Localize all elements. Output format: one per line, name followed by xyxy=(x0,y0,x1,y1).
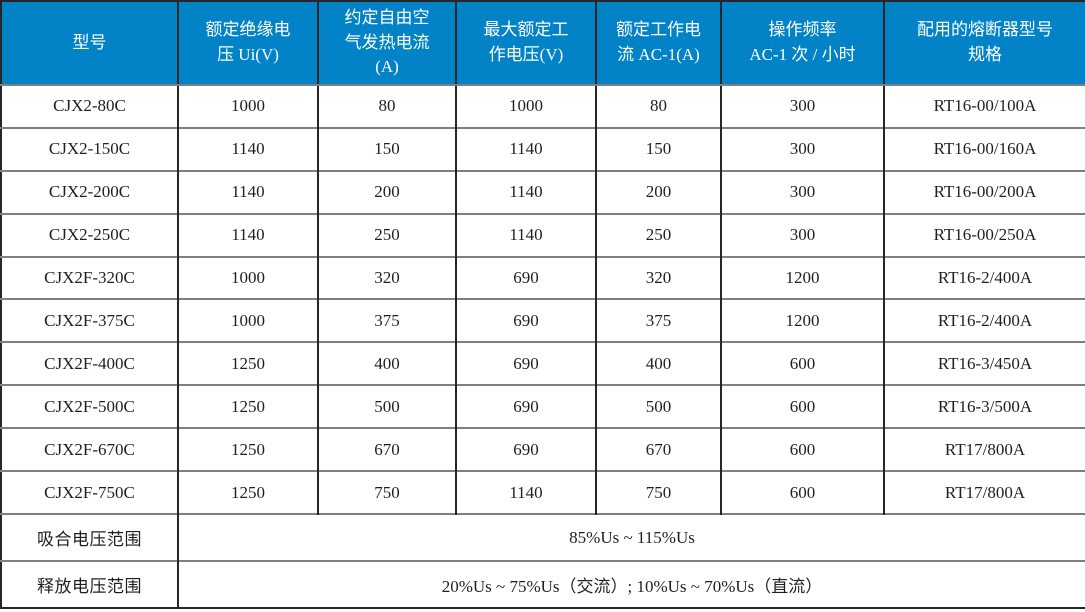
cell-thermal-current: 250 xyxy=(317,212,456,257)
cell-model: CJX2F-375C xyxy=(1,298,178,343)
col-header-fuse-spec: 配用的熔断器型号 规格 xyxy=(883,1,1085,86)
cell-working-current: 750 xyxy=(595,470,721,514)
col-header-thermal-current: 约定自由空 气发热电流 (A) xyxy=(317,1,456,86)
cell-working-current: 375 xyxy=(595,298,721,343)
col-header-insulation-voltage: 额定绝缘电 压 Ui(V) xyxy=(177,1,318,86)
cell-max-working-voltage: 690 xyxy=(455,427,596,472)
cell-fuse-spec: RT17/800A xyxy=(883,427,1085,472)
row-pickup-voltage-range: 吸合电压范围 85%Us ~ 115%Us xyxy=(1,513,1085,561)
cell-model: CJX2F-750C xyxy=(1,470,178,514)
cell-model: CJX2F-400C xyxy=(1,341,178,386)
cell-thermal-current: 320 xyxy=(317,255,456,300)
cell-model: CJX2F-670C xyxy=(1,427,178,472)
table-row: CJX2-250C 1140 250 1140 250 300 RT16-00/… xyxy=(1,212,1085,257)
cell-thermal-current: 670 xyxy=(317,427,456,472)
cell-operating-frequency: 600 xyxy=(720,427,884,472)
table-row: CJX2-80C 1000 80 1000 80 300 RT16-00/100… xyxy=(1,84,1085,128)
cell-model: CJX2F-500C xyxy=(1,384,178,429)
pickup-voltage-range-value: 85%Us ~ 115%Us xyxy=(177,513,1085,561)
cell-insulation-voltage: 1000 xyxy=(177,298,318,343)
cell-max-working-voltage: 690 xyxy=(455,255,596,300)
table-row: CJX2F-500C 1250 500 690 500 600 RT16-3/5… xyxy=(1,384,1085,429)
cell-max-working-voltage: 690 xyxy=(455,384,596,429)
release-voltage-range-value: 20%Us ~ 75%Us（交流）; 10%Us ~ 70%Us（直流） xyxy=(177,560,1085,608)
table-row: CJX2F-400C 1250 400 690 400 600 RT16-3/4… xyxy=(1,341,1085,386)
cell-max-working-voltage: 1140 xyxy=(455,212,596,257)
cell-working-current: 670 xyxy=(595,427,721,472)
cell-model: CJX2F-320C xyxy=(1,255,178,300)
cell-thermal-current: 500 xyxy=(317,384,456,429)
table-row: CJX2F-750C 1250 750 1140 750 600 RT17/80… xyxy=(1,470,1085,514)
cell-fuse-spec: RT16-00/100A xyxy=(883,84,1085,128)
table-row: CJX2-200C 1140 200 1140 200 300 RT16-00/… xyxy=(1,169,1085,214)
cell-max-working-voltage: 1140 xyxy=(455,126,596,171)
cell-operating-frequency: 300 xyxy=(720,169,884,214)
cell-fuse-spec: RT16-00/250A xyxy=(883,212,1085,257)
cell-working-current: 250 xyxy=(595,212,721,257)
pickup-voltage-range-label: 吸合电压范围 xyxy=(1,513,178,561)
table-row: CJX2F-320C 1000 320 690 320 1200 RT16-2/… xyxy=(1,255,1085,300)
cell-thermal-current: 375 xyxy=(317,298,456,343)
cell-working-current: 150 xyxy=(595,126,721,171)
cell-working-current: 400 xyxy=(595,341,721,386)
cell-insulation-voltage: 1140 xyxy=(177,126,318,171)
cell-max-working-voltage: 1140 xyxy=(455,169,596,214)
cell-operating-frequency: 1200 xyxy=(720,255,884,300)
cell-operating-frequency: 600 xyxy=(720,470,884,514)
cell-operating-frequency: 600 xyxy=(720,384,884,429)
cell-max-working-voltage: 1140 xyxy=(455,470,596,514)
cell-operating-frequency: 300 xyxy=(720,84,884,128)
cell-insulation-voltage: 1140 xyxy=(177,212,318,257)
col-header-max-working-voltage: 最大额定工 作电压(V) xyxy=(455,1,596,86)
cell-insulation-voltage: 1250 xyxy=(177,341,318,386)
cell-fuse-spec: RT16-3/450A xyxy=(883,341,1085,386)
cell-model: CJX2-80C xyxy=(1,84,178,128)
col-header-working-current: 额定工作电 流 AC-1(A) xyxy=(595,1,721,86)
cell-model: CJX2-150C xyxy=(1,126,178,171)
cell-model: CJX2-200C xyxy=(1,169,178,214)
cell-insulation-voltage: 1000 xyxy=(177,84,318,128)
cell-thermal-current: 200 xyxy=(317,169,456,214)
cell-insulation-voltage: 1140 xyxy=(177,169,318,214)
cell-insulation-voltage: 1250 xyxy=(177,470,318,514)
cell-thermal-current: 150 xyxy=(317,126,456,171)
cell-working-current: 320 xyxy=(595,255,721,300)
table-row: CJX2F-375C 1000 375 690 375 1200 RT16-2/… xyxy=(1,298,1085,343)
cell-insulation-voltage: 1000 xyxy=(177,255,318,300)
cell-max-working-voltage: 690 xyxy=(455,341,596,386)
col-header-operating-frequency: 操作频率 AC-1 次 / 小时 xyxy=(720,1,884,86)
cell-insulation-voltage: 1250 xyxy=(177,384,318,429)
row-release-voltage-range: 释放电压范围 20%Us ~ 75%Us（交流）; 10%Us ~ 70%Us（… xyxy=(1,560,1085,608)
cell-thermal-current: 750 xyxy=(317,470,456,514)
cell-thermal-current: 400 xyxy=(317,341,456,386)
cell-fuse-spec: RT16-00/200A xyxy=(883,169,1085,214)
cell-fuse-spec: RT16-2/400A xyxy=(883,255,1085,300)
release-voltage-range-label: 释放电压范围 xyxy=(1,560,178,608)
cell-fuse-spec: RT17/800A xyxy=(883,470,1085,514)
cell-fuse-spec: RT16-00/160A xyxy=(883,126,1085,171)
cell-working-current: 80 xyxy=(595,84,721,128)
table-row: CJX2-150C 1140 150 1140 150 300 RT16-00/… xyxy=(1,126,1085,171)
cell-operating-frequency: 600 xyxy=(720,341,884,386)
cell-working-current: 500 xyxy=(595,384,721,429)
cell-operating-frequency: 300 xyxy=(720,126,884,171)
cell-insulation-voltage: 1250 xyxy=(177,427,318,472)
table-row: CJX2F-670C 1250 670 690 670 600 RT17/800… xyxy=(1,427,1085,472)
cell-max-working-voltage: 690 xyxy=(455,298,596,343)
cell-thermal-current: 80 xyxy=(317,84,456,128)
col-header-model: 型号 xyxy=(1,1,178,86)
cell-working-current: 200 xyxy=(595,169,721,214)
cell-model: CJX2-250C xyxy=(1,212,178,257)
header-row: 型号 额定绝缘电 压 Ui(V) 约定自由空 气发热电流 (A) 最大额定工 作… xyxy=(1,1,1085,86)
cell-operating-frequency: 1200 xyxy=(720,298,884,343)
cell-max-working-voltage: 1000 xyxy=(455,84,596,128)
cell-fuse-spec: RT16-2/400A xyxy=(883,298,1085,343)
cell-operating-frequency: 300 xyxy=(720,212,884,257)
cell-fuse-spec: RT16-3/500A xyxy=(883,384,1085,429)
